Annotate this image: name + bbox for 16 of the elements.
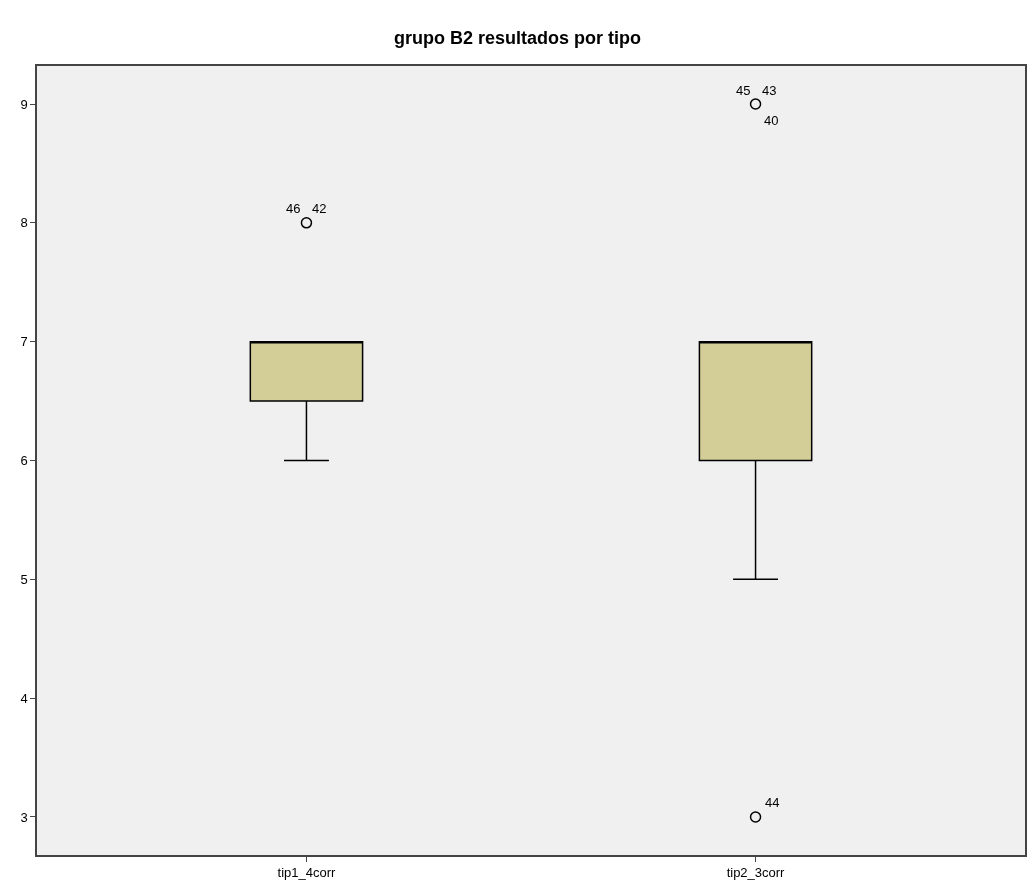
y-tick-label: 5 — [20, 571, 28, 587]
annotation: 45 — [736, 83, 751, 98]
annotation: 42 — [312, 201, 327, 216]
y-tick-label: 4 — [20, 690, 28, 706]
annotation: 43 — [762, 83, 777, 98]
x-tick-label: tip2_3corr — [726, 865, 786, 881]
y-tick-label: 6 — [20, 453, 28, 469]
y-tick-label: 9 — [20, 96, 28, 112]
y-tick-label: 7 — [20, 334, 28, 350]
chart-title: grupo B2 resultados por tipo — [393, 27, 642, 48]
annotation: 40 — [764, 113, 779, 128]
y-tick-label: 8 — [20, 215, 28, 231]
y-tick-label: 3 — [20, 809, 28, 825]
annotation: 46 — [286, 201, 301, 216]
x-tick-label: tip1_4corr — [277, 865, 337, 881]
annotation: 44 — [765, 795, 780, 810]
